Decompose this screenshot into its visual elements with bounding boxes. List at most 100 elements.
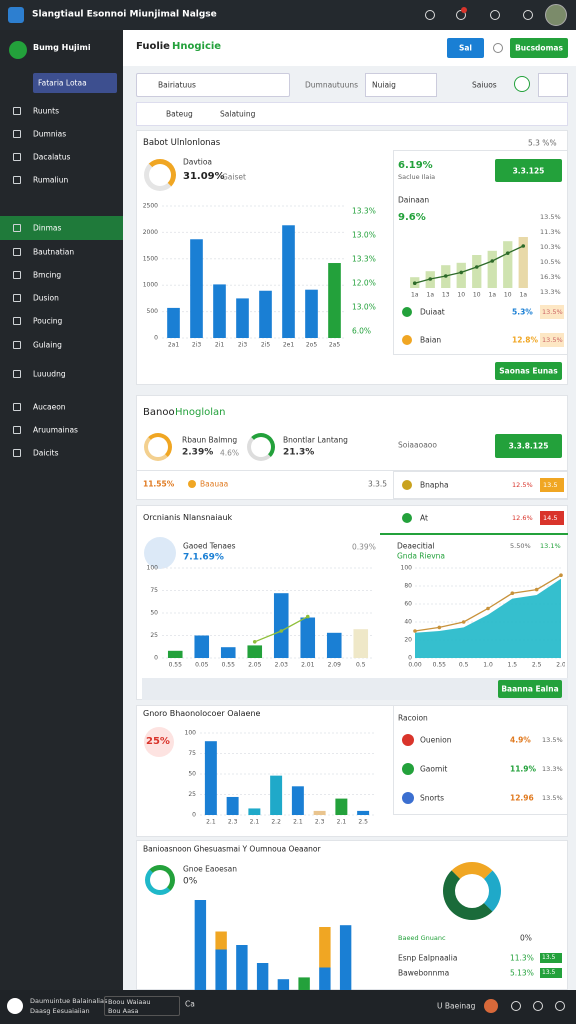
axis-label: 13.0%	[352, 230, 376, 240]
refresh-button[interactable]	[514, 76, 530, 92]
analysis-panel	[136, 505, 568, 700]
x-tick-label: 2.1	[206, 819, 216, 826]
nav-item[interactable]: Poucing	[33, 316, 63, 326]
nav-item[interactable]: Rumaliun	[33, 175, 69, 185]
trend-point	[505, 251, 510, 255]
x-tick-label: 13	[442, 292, 450, 299]
bar	[215, 949, 227, 990]
name: Duiaat	[420, 307, 445, 317]
action-button[interactable]	[498, 680, 562, 698]
axis-label: 13.5%	[540, 212, 561, 221]
kpi1-value: 2.39%	[182, 447, 214, 458]
nav-item[interactable]: Dusion	[33, 293, 59, 303]
icon-button[interactable]	[425, 10, 435, 20]
x-tick-label: 2i3	[192, 342, 201, 349]
stats-card	[393, 150, 568, 355]
bar	[213, 284, 226, 338]
menu[interactable]	[365, 73, 437, 97]
icon-button[interactable]	[490, 10, 500, 20]
primary-button[interactable]	[447, 38, 484, 58]
action-button-label[interactable]: Baanna Ealna	[501, 684, 559, 694]
bar-chart: 0 25 50 75 100 0.55 0.05 0.55 2.05 2.03 2.01 2.09 0.…	[147, 565, 374, 669]
trend-point	[486, 606, 490, 611]
name: Baian	[420, 335, 442, 345]
primary-button-label[interactable]: Sal	[458, 43, 473, 53]
value-button-label[interactable]: 3.3.125	[512, 165, 545, 175]
nav-item[interactable]: Dinmas	[33, 223, 62, 233]
kpi-value: 7.1.69%	[183, 552, 224, 563]
kpi-label: Gaoed Tenaes	[183, 541, 236, 551]
nav-icon	[13, 403, 21, 411]
accent-line	[380, 533, 568, 535]
bar	[518, 237, 528, 288]
nav-item[interactable]: Daicits	[33, 448, 59, 458]
note: 5.3 %%	[528, 138, 557, 148]
x-tick-label: 10	[457, 292, 465, 299]
line2: Daasg Eesuaiaiian	[30, 1006, 90, 1015]
bar-chart: 0 500 1000 1500 2000 2500 2a1 2i3 2i1 2i3 2i5 2e1 2o…	[143, 203, 346, 349]
badge: 13.5%	[542, 307, 563, 316]
name: Snorts	[420, 793, 445, 803]
x-tick-label: 10	[504, 292, 512, 299]
trend-point	[305, 614, 310, 619]
nav-icon	[13, 449, 21, 457]
footer	[0, 990, 576, 1024]
value: 5.13%	[510, 968, 534, 978]
select[interactable]	[136, 73, 290, 97]
axis-label: 13.3%	[540, 287, 561, 296]
brand-logo	[9, 41, 27, 59]
bar-chart: 0 25 50 75 100 2.1 2.3 2.1 2.2 2.1 2.3 2.1 2.5	[185, 730, 374, 826]
badge: 13.5%	[542, 335, 563, 344]
x-tick-label: 2.05	[248, 662, 262, 669]
axis-label: 12.0%	[352, 278, 376, 288]
close-button[interactable]	[493, 43, 503, 53]
menu-button[interactable]	[538, 73, 568, 97]
badge-circle	[144, 727, 174, 757]
action-button[interactable]	[510, 38, 568, 58]
avatar[interactable]	[545, 4, 567, 26]
card-button-label[interactable]: Saonas Eunas	[499, 366, 558, 376]
card-button[interactable]	[495, 362, 562, 380]
nav-item[interactable]: Aucaeon	[33, 402, 66, 412]
x-tick-label: 2.03	[275, 662, 289, 669]
y-tick-label: 0	[154, 655, 158, 662]
footer-icon[interactable]	[511, 1001, 521, 1011]
bar	[190, 239, 203, 338]
y-tick-label: 50	[150, 610, 158, 617]
nav-item[interactable]: Dumnias	[33, 129, 67, 139]
footer-icon[interactable]	[533, 1001, 543, 1011]
x-tick-label: 2i3	[238, 342, 247, 349]
value-button-label[interactable]: 3.3.8.125	[508, 441, 549, 451]
action-button-label[interactable]: Bucsdomas	[515, 43, 563, 53]
title: Banioasnoon Ghesuasmai Y Oumnoua Oeaanor	[143, 844, 321, 854]
value-button[interactable]	[495, 434, 562, 458]
badge	[540, 478, 564, 492]
title: Slangtiaul Esonnoi Miunjimal Nalgse	[32, 9, 217, 20]
icon-button[interactable]	[523, 10, 533, 20]
bar	[339, 925, 352, 990]
y-tick-label: 75	[150, 587, 158, 594]
nav-icon	[13, 153, 21, 161]
nav-item[interactable]: Bmcing	[33, 270, 62, 280]
x-tick-label: 0.55	[433, 662, 447, 669]
x-tick-label: 2.0	[556, 662, 565, 669]
value-button[interactable]	[495, 159, 562, 182]
logo	[8, 7, 24, 23]
bar	[167, 307, 180, 338]
trend-point	[413, 629, 417, 633]
badge: 13.5%	[542, 735, 563, 744]
side-badge: 13.5	[543, 480, 558, 489]
user: U Baeinag	[437, 1001, 476, 1011]
tag: Bateug	[166, 109, 193, 119]
nav-item[interactable]: Aruumainas	[33, 425, 78, 435]
nav-item[interactable]: Bautnatian	[33, 247, 75, 257]
workspace-select[interactable]	[33, 73, 117, 93]
side-name: Bnapha	[420, 480, 449, 490]
nav-item[interactable]: Gulaing	[33, 340, 62, 350]
axis-label: 10.5%	[540, 257, 561, 266]
nav-item[interactable]: Ruunts	[33, 106, 59, 116]
nav-item[interactable]: Luuudng	[33, 369, 66, 379]
nav-item[interactable]: Dacalatus	[33, 152, 71, 162]
x-tick-label: 2.2	[271, 819, 281, 826]
footer-icon[interactable]	[555, 1001, 565, 1011]
